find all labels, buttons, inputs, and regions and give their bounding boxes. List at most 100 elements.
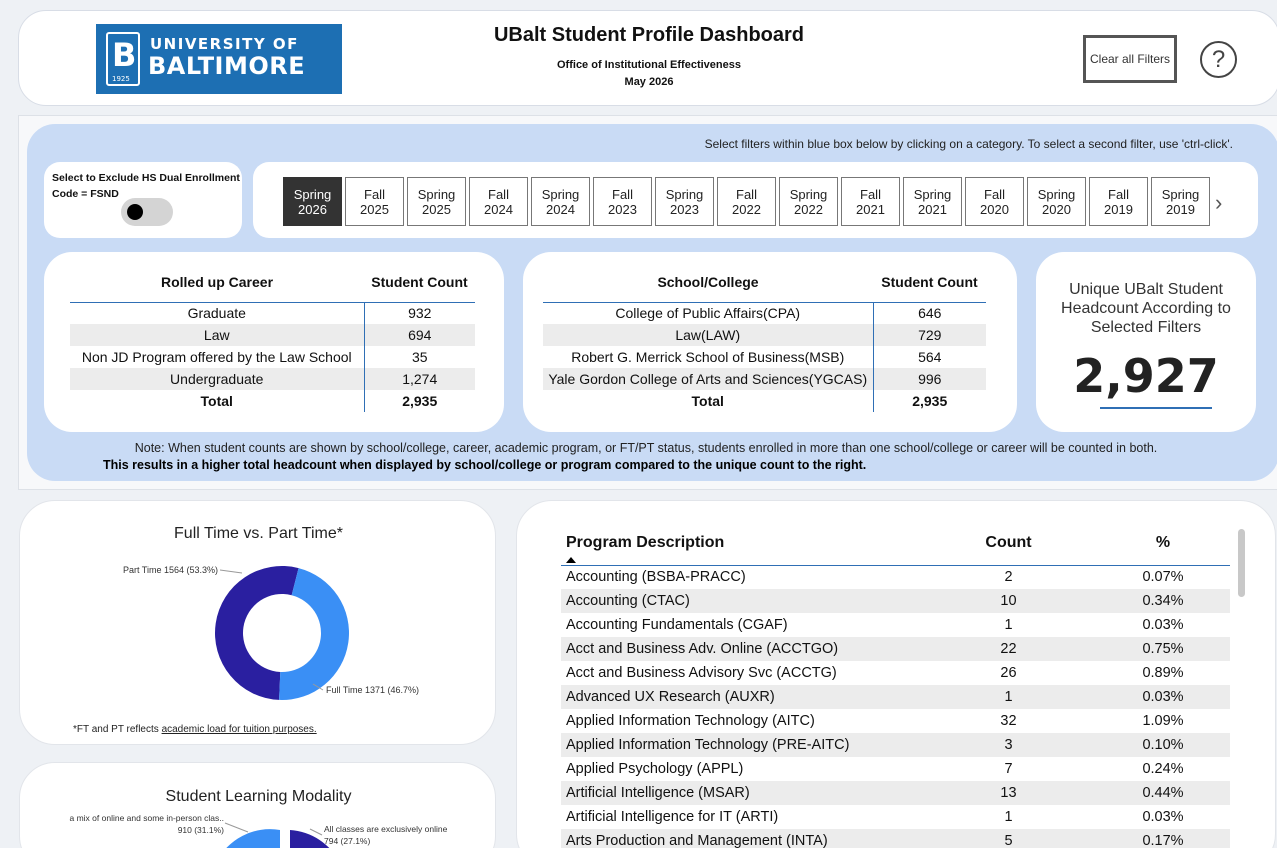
modality-leader-right xyxy=(309,828,323,836)
modality-label-left-2: 910 (31.1%) xyxy=(178,825,224,835)
program-name: Applied Information Technology (AITC) xyxy=(566,713,815,729)
term-spring-2024[interactable]: Spring 2024 xyxy=(531,177,590,226)
term-fall-2024[interactable]: Fall 2024 xyxy=(469,177,528,226)
career-count-header[interactable]: Student Count xyxy=(364,262,475,303)
modality-leader-left xyxy=(224,822,249,833)
page-subtitle: Office of Institutional Effectiveness xyxy=(557,59,741,71)
help-icon[interactable]: ? xyxy=(1200,41,1237,78)
table-row[interactable]: Yale Gordon College of Arts and Sciences… xyxy=(543,368,986,390)
toggle-knob xyxy=(127,204,143,220)
unique-underline xyxy=(1100,407,1212,409)
row-count: 729 xyxy=(872,324,986,346)
table-row[interactable]: Artificial Intelligence for IT (ARTI) 1 0.… xyxy=(561,805,1230,829)
program-percent: 1.09% xyxy=(1142,713,1184,729)
program-percent: 0.03% xyxy=(1142,617,1184,633)
term-fall-2023[interactable]: Fall 2023 xyxy=(593,177,652,226)
term-fall-2020[interactable]: Fall 2020 xyxy=(965,177,1024,226)
program-count: 3 xyxy=(921,733,1096,757)
academic-load-link[interactable]: academic load for tuition purposes. xyxy=(161,724,317,735)
table-row[interactable]: Applied Information Technology (AITC) 32 1… xyxy=(561,709,1230,733)
program-name: Acct and Business Adv. Online (ACCTGO) xyxy=(561,637,921,661)
ftpt-label-0: Part Time 1564 (53.3%) xyxy=(123,565,218,575)
modality-donut-chart: a mix of online and some in-person clas.… xyxy=(70,813,448,848)
term-fall-2022[interactable]: Fall 2022 xyxy=(717,177,776,226)
row-count: 1,274 xyxy=(363,368,475,390)
row-label: Graduate xyxy=(187,305,246,322)
term-spring-2023[interactable]: Spring 2023 xyxy=(655,177,714,226)
term-spring-2022[interactable]: Spring 2022 xyxy=(779,177,838,226)
table-row[interactable]: Acct and Business Adv. Online (ACCTGO) 22… xyxy=(561,637,1230,661)
modality-label-right-1: All classes are exclusively online xyxy=(324,824,448,834)
modality-slice-online xyxy=(290,830,330,848)
table-row[interactable]: Non JD Program offered by the Law School… xyxy=(70,346,475,368)
term-fall-2025[interactable]: Fall 2025 xyxy=(345,177,404,226)
school-header[interactable]: School/College xyxy=(543,262,873,303)
ftpt-slice-1[interactable] xyxy=(279,568,350,700)
modality-slice-mix xyxy=(226,829,280,848)
program-percent: 0.10% xyxy=(1096,733,1230,757)
ftpt-donut-chart: Part Time 1564 (53.3%) Full Time 1371 (46… xyxy=(123,565,419,700)
table-row[interactable]: Applied Psychology (APPL) 7 0.24% xyxy=(561,757,1230,781)
chevron-right-icon[interactable]: › xyxy=(1215,190,1223,215)
table-row[interactable]: Advanced UX Research (AUXR) 1 0.03% xyxy=(561,685,1230,709)
hs-exclude-toggle[interactable] xyxy=(121,198,173,226)
total-row: Total 2,935 xyxy=(70,390,475,412)
table-row[interactable]: Law 694 xyxy=(70,324,475,346)
school-count-header[interactable]: Student Count xyxy=(873,262,986,303)
total-value: 2,935 xyxy=(363,390,475,412)
modality-title: Student Learning Modality xyxy=(165,788,352,805)
term-spring-2019[interactable]: Spring 2019 xyxy=(1151,177,1210,226)
program-percent: 0.34% xyxy=(1096,589,1230,613)
logo-line1: UNIVERSITY OF xyxy=(150,35,299,53)
program-name: Acct and Business Advisory Svc (ACCTG) xyxy=(566,665,837,681)
term-spring-2020[interactable]: Spring 2020 xyxy=(1027,177,1086,226)
ftpt-label-1: Full Time 1371 (46.7%) xyxy=(326,685,419,695)
program-name: Applied Information Technology (PRE-AITC… xyxy=(561,733,921,757)
career-header[interactable]: Rolled up Career xyxy=(70,262,364,303)
program-count: 7 xyxy=(1004,761,1013,777)
ftpt-slice-0[interactable] xyxy=(215,566,299,700)
table-row[interactable]: Accounting (BSBA-PRACC) 2 0.07% xyxy=(561,565,1230,589)
ftpt-leader-0 xyxy=(219,569,243,574)
program-count: 1 xyxy=(921,685,1096,709)
sort-ascending-icon xyxy=(566,556,576,563)
term-fall-2019[interactable]: Fall 2019 xyxy=(1089,177,1148,226)
clear-filters-button[interactable]: Clear all Filters xyxy=(1083,35,1177,83)
table-row[interactable]: Graduate 932 xyxy=(70,302,475,324)
unique-headcount-label: Unique UBalt Student Headcount According… xyxy=(1061,281,1231,336)
row-count: 35 xyxy=(363,346,475,368)
term-spring-2026[interactable]: Spring 2026 xyxy=(283,177,342,226)
table-row[interactable]: Arts Production and Management (INTA) 5 0.… xyxy=(561,829,1230,848)
unique-headcount-card: Unique UBalt Student Headcount According… xyxy=(1036,252,1256,432)
table-row[interactable]: Accounting (CTAC) 10 0.34% xyxy=(561,589,1230,613)
table-row[interactable]: Robert G. Merrick School of Business(MSB… xyxy=(543,346,986,368)
program-percent: 0.44% xyxy=(1096,781,1230,805)
count-note: Note: When student counts are shown by s… xyxy=(134,441,1158,455)
table-row[interactable]: Applied Information Technology (PRE-AITC… xyxy=(561,733,1230,757)
program-count: 32 xyxy=(1000,713,1017,729)
table-row[interactable]: Undergraduate 1,274 xyxy=(70,368,475,390)
career-card: Rolled up Career Student Count Graduate 9… xyxy=(44,252,504,432)
program-header[interactable]: Program Description xyxy=(561,521,921,566)
table-row[interactable]: Acct and Business Advisory Svc (ACCTG) 26… xyxy=(561,661,1230,685)
percent-header[interactable]: % xyxy=(1096,521,1230,566)
term-fall-2021[interactable]: Fall 2021 xyxy=(841,177,900,226)
program-percent: 0.89% xyxy=(1142,665,1184,681)
career-table: Rolled up Career Student Count Graduate 9… xyxy=(70,262,475,412)
program-count: 10 xyxy=(921,589,1096,613)
program-card: Program Description Count % Accounting (… xyxy=(516,500,1276,848)
report-date: May 2026 xyxy=(624,76,674,88)
hs-exclude-label: Select to Exclude HS Dual Enrollment Cod… xyxy=(52,172,240,200)
program-name: Applied Psychology (APPL) xyxy=(566,761,744,777)
table-row[interactable]: Law(LAW) 729 xyxy=(543,324,986,346)
program-count: 5 xyxy=(921,829,1096,848)
table-row[interactable]: Artificial Intelligence (MSAR) 13 0.44% xyxy=(561,781,1230,805)
program-name: Artificial Intelligence (MSAR) xyxy=(561,781,921,805)
program-name: Arts Production and Management (INTA) xyxy=(561,829,921,848)
table-row[interactable]: Accounting Fundamentals (CGAF) 1 0.03% xyxy=(561,613,1230,637)
table-row[interactable]: College of Public Affairs(CPA) 646 xyxy=(543,302,986,324)
term-spring-2021[interactable]: Spring 2021 xyxy=(903,177,962,226)
term-spring-2025[interactable]: Spring 2025 xyxy=(407,177,466,226)
program-scrollbar[interactable] xyxy=(1238,529,1245,597)
count-header[interactable]: Count xyxy=(921,521,1096,566)
